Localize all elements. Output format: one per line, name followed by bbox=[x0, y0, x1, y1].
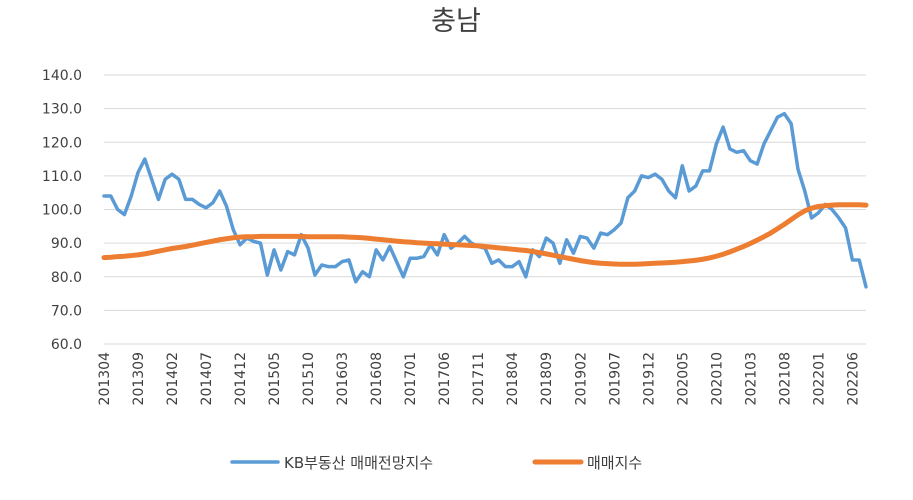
series-lines bbox=[101, 111, 869, 289]
y-tick-label: 90.0 bbox=[51, 236, 82, 252]
y-tick-label: 130.0 bbox=[42, 102, 82, 118]
x-tick-label: 201407 bbox=[199, 352, 215, 405]
x-tick-label: 201706 bbox=[437, 352, 453, 406]
y-tick-label: 120.0 bbox=[42, 135, 82, 151]
y-tick-label: 110.0 bbox=[42, 169, 82, 185]
y-axis: 60.0 70.0 80.0 90.0 100.0 110.0 120.0 130.0 140.… bbox=[42, 68, 82, 353]
x-tick-label: 201304 bbox=[97, 352, 113, 406]
x-tick-label: 201809 bbox=[539, 352, 555, 405]
x-tick-label: 201701 bbox=[403, 352, 419, 405]
x-tick-label: 202103 bbox=[743, 352, 759, 405]
x-tick-label: 201907 bbox=[607, 352, 623, 405]
x-tick-label: 202010 bbox=[709, 352, 725, 405]
x-axis: 201304 201309 201402 201407 201412 201505 2015… bbox=[97, 352, 861, 406]
x-tick-label: 201608 bbox=[369, 352, 385, 405]
x-tick-label: 202108 bbox=[777, 352, 793, 405]
x-tick-label: 201505 bbox=[267, 352, 283, 405]
chart-title: 충남 bbox=[431, 6, 481, 37]
y-tick-label: 60.0 bbox=[51, 337, 82, 353]
gridlines bbox=[104, 74, 866, 345]
x-tick-label: 202005 bbox=[675, 352, 691, 405]
x-tick-label: 201902 bbox=[573, 352, 589, 405]
y-tick-label: 70.0 bbox=[51, 303, 82, 319]
x-tick-label: 201912 bbox=[641, 352, 657, 405]
x-tick-label: 201711 bbox=[471, 352, 487, 405]
x-tick-label: 201309 bbox=[131, 352, 147, 405]
legend-label: 매매지수 bbox=[587, 454, 642, 472]
x-tick-label: 201412 bbox=[233, 352, 249, 405]
y-tick-label: 80.0 bbox=[51, 270, 82, 286]
x-tick-label: 201402 bbox=[165, 352, 181, 405]
series-line-price-index bbox=[101, 202, 869, 267]
x-tick-label: 201510 bbox=[301, 352, 317, 405]
x-tick-label: 202206 bbox=[845, 352, 861, 406]
series-line-kb-outlook bbox=[102, 111, 868, 289]
y-tick-label: 100.0 bbox=[42, 203, 82, 219]
x-tick-label: 201804 bbox=[505, 352, 521, 406]
x-tick-label: 201603 bbox=[335, 352, 351, 405]
legend-label: KB부동산 매매전망지수 bbox=[284, 454, 433, 472]
x-tick-label: 202201 bbox=[811, 352, 827, 405]
legend: KB부동산 매매전망지수 매매지수 bbox=[230, 454, 642, 472]
y-tick-label: 140.0 bbox=[42, 68, 82, 84]
